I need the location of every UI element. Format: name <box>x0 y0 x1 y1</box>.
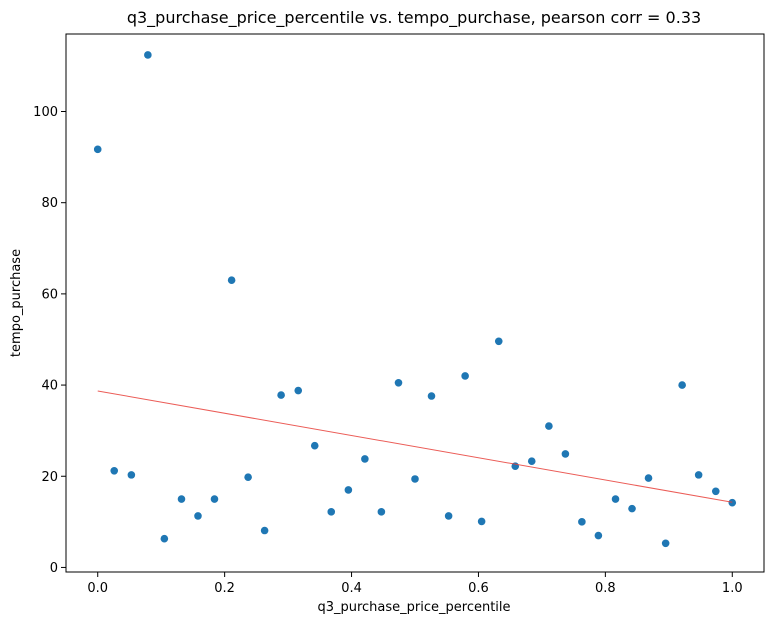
scatter-point <box>561 450 570 458</box>
scatter-point <box>611 495 620 503</box>
y-tick-label: 40 <box>41 379 58 394</box>
scatter-point <box>294 386 303 395</box>
scatter-point <box>327 508 336 516</box>
scatter-point <box>194 512 202 520</box>
scatter-point <box>711 487 720 496</box>
y-axis-label: tempo_purchase <box>9 249 24 357</box>
x-tick-label: 0.4 <box>341 581 362 596</box>
chart-title: q3_purchase_price_percentile vs. tempo_p… <box>127 8 701 28</box>
scatter-point <box>545 422 553 430</box>
scatter-point <box>377 508 386 516</box>
scatter-point <box>310 441 319 450</box>
y-tick-label: 80 <box>41 196 58 211</box>
scatter-point <box>160 534 169 543</box>
scatter-point <box>728 498 737 507</box>
scatter-point <box>694 471 703 479</box>
scatter-point <box>628 504 636 513</box>
scatter-point <box>344 486 353 494</box>
scatter-point <box>110 466 119 475</box>
scatter-point <box>127 471 136 479</box>
scatter-point <box>394 378 403 387</box>
scatter-point <box>461 372 469 380</box>
scatter-point <box>361 455 369 463</box>
scatter-point <box>578 518 586 526</box>
scatter-point <box>527 457 536 466</box>
x-tick-label: 1.0 <box>722 581 743 596</box>
x-tick-label: 0.8 <box>595 581 616 596</box>
scatter-point <box>594 531 603 540</box>
scatter-point <box>277 391 285 399</box>
scatter-point <box>477 517 486 526</box>
y-tick-label: 20 <box>41 470 58 485</box>
plot-frame <box>65 33 765 573</box>
x-tick-label: 0.6 <box>468 581 489 596</box>
scatter-point <box>444 512 453 520</box>
scatter-point <box>227 276 236 285</box>
scatter-point <box>644 474 653 482</box>
y-tick-label: 60 <box>41 287 58 302</box>
trend-line <box>97 390 733 503</box>
scatter-point <box>427 392 436 400</box>
scatter-point <box>494 337 503 346</box>
scatter-point <box>177 495 186 503</box>
x-tick-label: 0.2 <box>214 581 235 596</box>
scatter-point <box>260 526 269 535</box>
scatter-point <box>144 51 152 59</box>
plot-area: 0.0 0.2 0.4 0.6 0.8 1.0 0 20 40 60 80 100 <box>33 33 765 596</box>
x-axis-label: q3_purchase_price_percentile <box>317 600 510 615</box>
scatter-point <box>244 473 252 481</box>
scatter-point <box>661 539 670 548</box>
y-tick-label: 100 <box>33 105 58 120</box>
y-tick-label: 0 <box>50 561 58 576</box>
scatter-point <box>411 475 419 483</box>
scatter-point <box>678 381 686 389</box>
scatter-point <box>210 495 219 503</box>
scatter-point <box>93 145 102 154</box>
x-tick-label: 0.0 <box>87 581 108 596</box>
